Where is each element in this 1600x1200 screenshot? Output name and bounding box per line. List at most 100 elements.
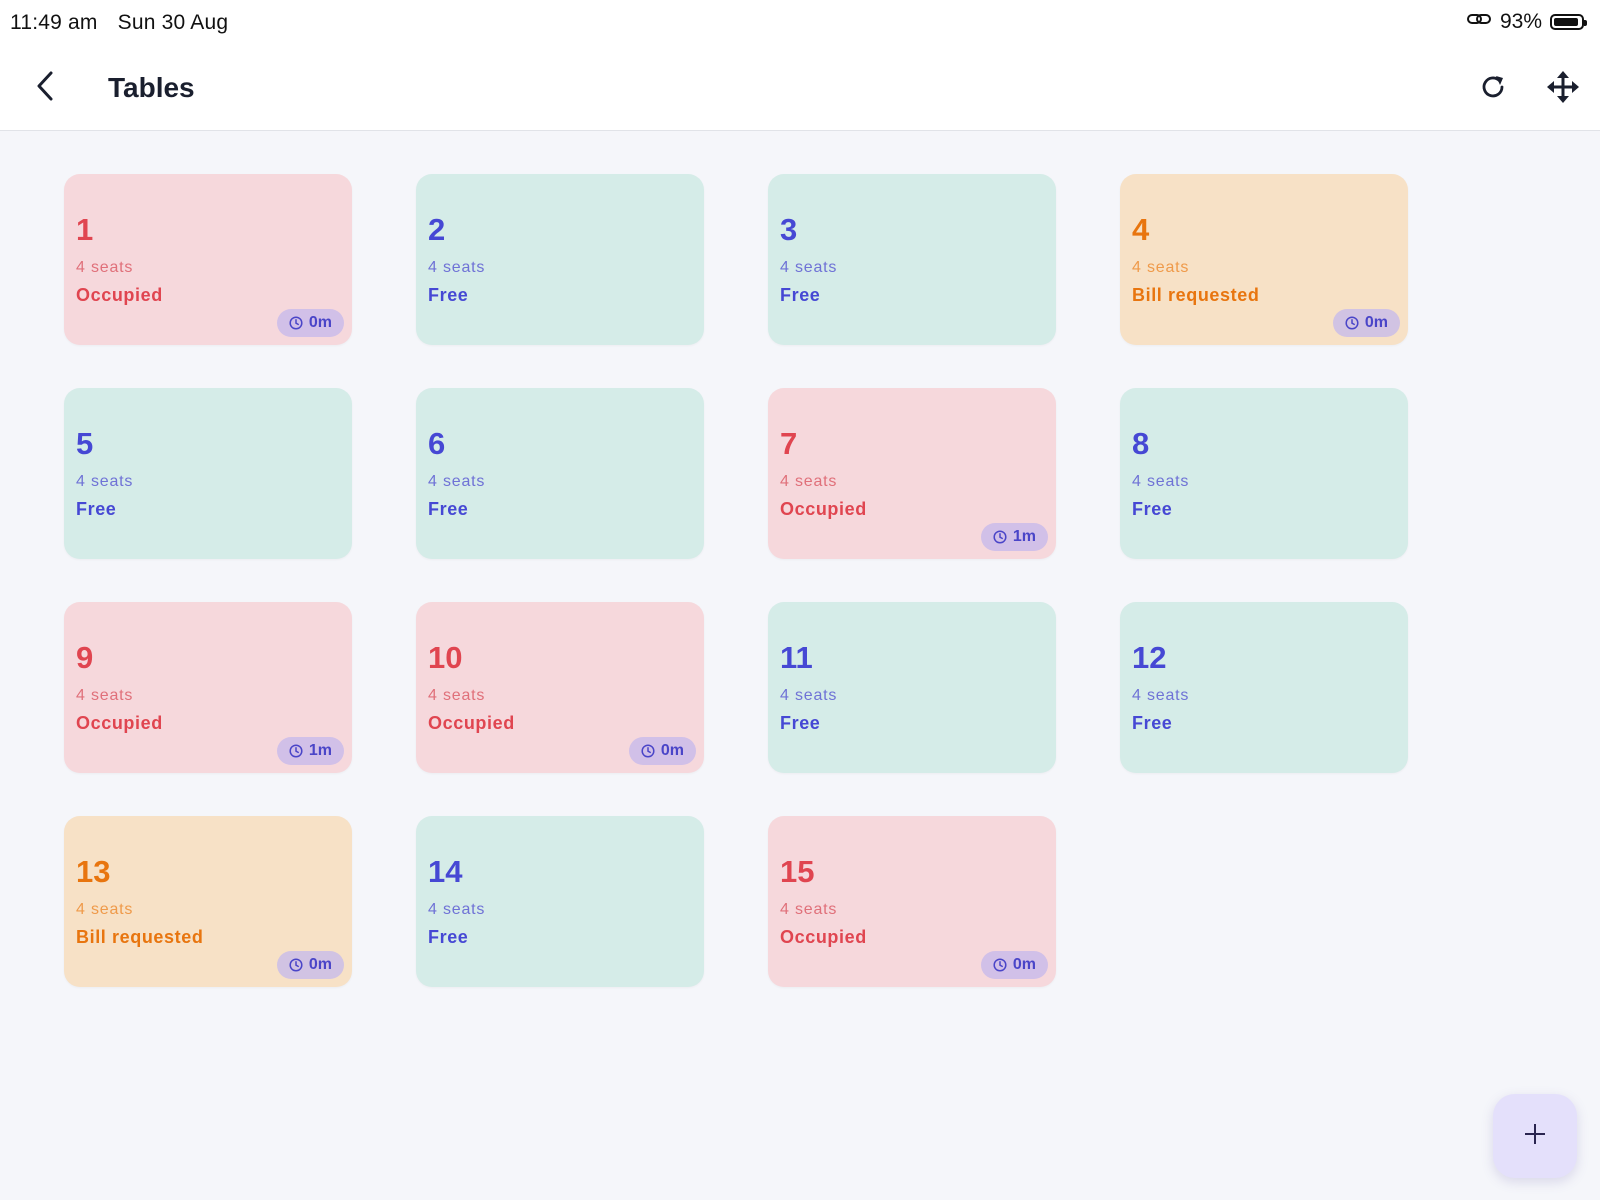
table-number: 11 <box>780 640 813 675</box>
status-indicators: 93% <box>1466 10 1587 34</box>
table-status: Bill requested <box>1132 285 1260 305</box>
table-card[interactable]: 3 4 seats Free <box>768 174 1056 345</box>
table-card[interactable]: 2 4 seats Free <box>416 174 704 345</box>
elapsed-time: 0m <box>308 314 332 331</box>
table-seats: 4 seats <box>428 259 486 276</box>
table-number: 14 <box>428 854 463 889</box>
table-status: Free <box>428 927 469 947</box>
elapsed-time-badge: 0m <box>276 951 344 979</box>
clock-icon <box>993 530 1007 544</box>
refresh-button[interactable] <box>1472 68 1514 110</box>
refresh-icon <box>1478 72 1508 107</box>
table-status: Free <box>76 499 117 519</box>
table-card[interactable]: 4 4 seats Bill requested 0m <box>1120 174 1408 345</box>
link-icon <box>1466 10 1492 34</box>
table-number: 8 <box>1132 426 1150 461</box>
table-card[interactable]: 15 4 seats Occupied 0m <box>768 816 1056 987</box>
table-number: 6 <box>428 426 446 461</box>
table-number: 13 <box>76 854 111 889</box>
elapsed-time-badge: 0m <box>628 737 696 765</box>
elapsed-time: 0m <box>308 956 332 973</box>
table-seats: 4 seats <box>76 473 134 490</box>
table-number: 9 <box>76 640 94 675</box>
table-card[interactable]: 13 4 seats Bill requested 0m <box>64 816 352 987</box>
page-title: Tables <box>108 72 195 103</box>
clock-icon <box>289 316 303 330</box>
table-number: 12 <box>1132 640 1167 675</box>
clock-icon <box>289 958 303 972</box>
plus-icon <box>1523 1122 1547 1151</box>
table-card[interactable]: 6 4 seats Free <box>416 388 704 559</box>
tables-area: 1 4 seats Occupied 0m 2 4 seats Free 3 4 seats Fr… <box>0 131 1600 1200</box>
elapsed-time-badge: 0m <box>276 309 344 337</box>
rearrange-button[interactable] <box>1542 68 1584 110</box>
table-status: Free <box>1132 713 1173 733</box>
clock-icon <box>641 744 655 758</box>
status-time: 11:49 am <box>10 11 98 34</box>
battery-tip <box>1584 20 1587 26</box>
add-table-button[interactable] <box>1493 1094 1577 1178</box>
clock-icon <box>1345 316 1359 330</box>
table-card[interactable]: 7 4 seats Occupied 1m <box>768 388 1056 559</box>
table-status: Bill requested <box>76 927 204 947</box>
table-status: Free <box>780 285 821 305</box>
elapsed-time: 0m <box>660 742 684 759</box>
table-card[interactable]: 5 4 seats Free <box>64 388 352 559</box>
table-seats: 4 seats <box>780 259 838 276</box>
table-seats: 4 seats <box>428 473 486 490</box>
table-status: Free <box>428 499 469 519</box>
chevron-left-icon <box>35 70 57 107</box>
table-card[interactable]: 11 4 seats Free <box>768 602 1056 773</box>
table-seats: 4 seats <box>780 901 838 918</box>
table-card[interactable]: 1 4 seats Occupied 0m <box>64 174 352 345</box>
table-status: Free <box>780 713 821 733</box>
battery-fill <box>1554 18 1579 26</box>
elapsed-time-badge: 0m <box>980 951 1048 979</box>
status-bar: 11:49 am Sun 30 Aug 93% <box>0 0 1600 48</box>
table-card[interactable]: 14 4 seats Free <box>416 816 704 987</box>
status-date: Sun 30 Aug <box>117 11 229 34</box>
table-number: 3 <box>780 212 798 247</box>
table-card[interactable]: 8 4 seats Free <box>1120 388 1408 559</box>
table-number: 5 <box>76 426 94 461</box>
clock-icon <box>993 958 1007 972</box>
table-number: 2 <box>428 212 446 247</box>
table-number: 15 <box>780 854 815 889</box>
table-status: Occupied <box>780 499 867 519</box>
table-seats: 4 seats <box>1132 687 1190 704</box>
table-status: Free <box>1132 499 1173 519</box>
table-seats: 4 seats <box>428 901 486 918</box>
battery-icon <box>1550 14 1587 30</box>
elapsed-time: 0m <box>1364 314 1388 331</box>
back-button[interactable] <box>24 66 68 110</box>
table-card[interactable]: 10 4 seats Occupied 0m <box>416 602 704 773</box>
table-number: 10 <box>428 640 463 675</box>
elapsed-time-badge: 1m <box>276 737 344 765</box>
table-seats: 4 seats <box>76 687 134 704</box>
table-number: 4 <box>1132 212 1150 247</box>
tables-grid: 1 4 seats Occupied 0m 2 4 seats Free 3 4 seats Fr… <box>64 174 1408 987</box>
table-seats: 4 seats <box>1132 259 1190 276</box>
table-seats: 4 seats <box>76 901 134 918</box>
table-status: Occupied <box>780 927 867 947</box>
elapsed-time-badge: 0m <box>1332 309 1400 337</box>
table-card[interactable]: 9 4 seats Occupied 1m <box>64 602 352 773</box>
battery-percent: 93% <box>1499 10 1542 33</box>
elapsed-time-badge: 1m <box>980 523 1048 551</box>
elapsed-time: 1m <box>308 742 332 759</box>
table-card[interactable]: 12 4 seats Free <box>1120 602 1408 773</box>
table-seats: 4 seats <box>76 259 134 276</box>
table-seats: 4 seats <box>780 473 838 490</box>
status-time-date: 11:49 am Sun 30 Aug <box>10 11 242 35</box>
elapsed-time: 0m <box>1012 956 1036 973</box>
elapsed-time: 1m <box>1012 528 1036 545</box>
table-number: 1 <box>76 212 94 247</box>
table-status: Occupied <box>76 713 163 733</box>
table-seats: 4 seats <box>1132 473 1190 490</box>
table-seats: 4 seats <box>780 687 838 704</box>
table-status: Occupied <box>428 713 515 733</box>
table-status: Occupied <box>76 285 163 305</box>
clock-icon <box>289 744 303 758</box>
table-status: Free <box>428 285 469 305</box>
move-arrows-icon <box>1546 70 1580 109</box>
